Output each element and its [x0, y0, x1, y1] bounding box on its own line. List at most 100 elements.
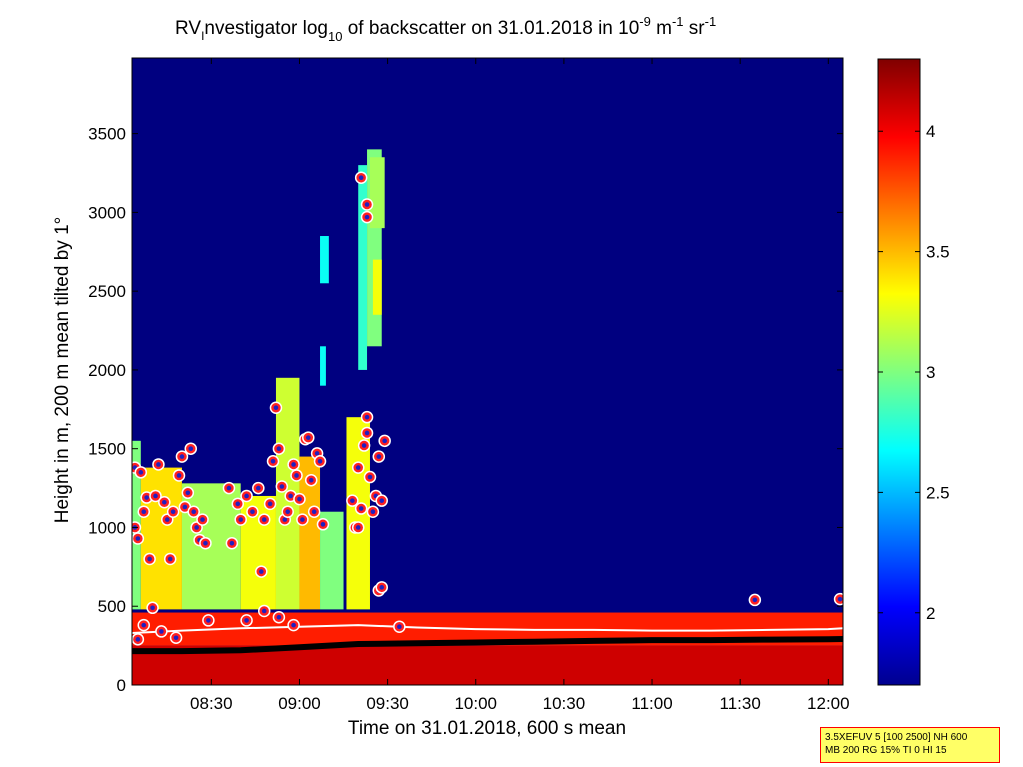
cloud-base-marker-core — [250, 509, 255, 515]
cloud-base-marker-core — [364, 414, 370, 420]
cloud-patch — [358, 165, 368, 370]
cloud-base-marker-core — [305, 435, 311, 440]
cloud-base-marker-core — [176, 473, 182, 478]
cloud-base-marker-core — [206, 618, 211, 623]
x-tick-label: 11:00 — [631, 694, 672, 713]
cloud-base-marker-core — [276, 614, 282, 620]
colorbar-ticks: 2 2.5 3 3.5 4 — [878, 122, 950, 623]
cloud-base-marker-core — [159, 629, 164, 634]
y-axis-ticks: 0 500 1000 1500 2000 2500 3000 3500 — [88, 125, 843, 695]
x-tick-label: 08:30 — [190, 694, 233, 713]
cloud-base-marker-core — [355, 525, 361, 530]
cloud-base-marker-core — [358, 506, 364, 511]
cloud-patch — [299, 456, 321, 610]
cloud-base-marker-core — [361, 443, 367, 448]
info-line-1: 3.5XEFUV 5 [100 2500] NH 600 — [825, 732, 968, 743]
cloud-base-marker-core — [256, 485, 261, 491]
cloud-patches — [132, 149, 385, 610]
y-tick-label: 3500 — [88, 125, 126, 144]
cloud-base-marker-core — [364, 214, 370, 220]
cloud-patch — [140, 467, 182, 610]
cloud-base-marker-core — [156, 462, 161, 467]
cloud-base-marker-core — [150, 605, 155, 611]
cloud-base-marker-core — [379, 498, 385, 503]
cloud-base-marker-core — [752, 597, 758, 603]
cloud-base-marker-core — [179, 454, 185, 459]
cloud-base-marker-core — [261, 517, 267, 522]
cloud-base-marker-core — [135, 637, 141, 642]
cloud-base-marker-core — [244, 493, 249, 499]
chart-title: RVInvestigator log10 of backscatter on 3… — [175, 14, 716, 44]
y-tick-label: 1500 — [88, 440, 126, 459]
cloud-patch — [369, 157, 385, 229]
cloud-base-marker-core — [294, 473, 299, 478]
x-tick-label: 12:00 — [807, 694, 850, 713]
cloud-base-marker-core — [270, 458, 276, 464]
y-tick-label: 0 — [117, 676, 126, 695]
cloud-base-marker-core — [153, 493, 158, 499]
cloud-base-marker-core — [235, 501, 241, 507]
cloud-base-marker-core — [364, 430, 370, 436]
cloud-base-marker-core — [320, 522, 326, 527]
cloud-base-marker-core — [285, 509, 291, 515]
y-tick-label: 500 — [98, 597, 126, 616]
colorbar-tick-label: 3 — [926, 363, 935, 382]
x-tick-label: 10:30 — [543, 694, 586, 713]
cloud-base-marker-core — [141, 622, 147, 628]
cloud-base-marker-core — [173, 635, 179, 641]
info-line-2: MB 200 RG 15% TI 0 HI 15 — [825, 745, 947, 756]
cloud-base-marker-core — [226, 485, 232, 491]
cloud-base-marker-core — [200, 517, 205, 522]
cloud-base-marker-core — [194, 525, 199, 530]
cloud-base-marker-core — [138, 470, 144, 475]
cloud-base-marker-core — [308, 477, 314, 483]
y-tick-label: 2000 — [88, 361, 126, 380]
cloud-base-marker-core — [188, 446, 194, 451]
x-tick-label: 09:30 — [366, 694, 409, 713]
cloud-patch — [320, 346, 326, 386]
x-tick-label: 10:00 — [454, 694, 497, 713]
cloud-base-marker-core — [261, 608, 267, 614]
boundary-layer-line — [132, 624, 843, 634]
cloud-base-marker-core — [370, 509, 376, 515]
cloud-base-marker-core — [358, 175, 364, 181]
cloud-base-marker-core — [355, 465, 361, 470]
cloud-patch — [372, 259, 382, 315]
cloud-base-marker-core — [203, 540, 208, 546]
cloud-base-marker-core — [182, 504, 188, 510]
colorbar-tick-label: 4 — [926, 122, 935, 141]
x-axis-label: Time on 31.01.2018, 600 s mean — [348, 718, 626, 739]
colorbar — [877, 58, 921, 686]
cloud-base-marker-core — [162, 499, 167, 505]
cloud-base-marker-core — [164, 517, 170, 522]
plot-frame — [131, 57, 844, 686]
lowest-layer-line — [132, 636, 843, 655]
cloud-base-marker-core — [379, 585, 385, 590]
cloud-base-marker-core — [376, 454, 382, 459]
cloud-base-marker-core — [273, 405, 279, 411]
cloud-base-marker-core — [397, 624, 402, 630]
cloud-base-marker-core — [288, 493, 293, 499]
cloud-base-marker-core — [141, 509, 147, 515]
cloud-base-marker-core — [258, 569, 264, 574]
cloud-base-marker-core — [167, 556, 173, 562]
cloud-base-marker-core — [367, 474, 373, 480]
cloud-patch — [320, 511, 344, 610]
heatmap-area — [132, 58, 843, 685]
y-axis-label: Height in m, 200 m mean tilted by 1° — [52, 217, 73, 523]
x-tick-label: 11:30 — [720, 694, 761, 713]
y-tick-label: 1000 — [88, 518, 126, 537]
colorbar-tick-label: 2 — [926, 604, 935, 623]
cloud-base-marker-core — [147, 556, 152, 562]
x-axis-ticks: 08:30 09:00 09:30 10:00 10:30 11:00 11:30 12:00 — [190, 58, 850, 713]
cloud-base-marker-core — [364, 202, 370, 207]
x-tick-label: 09:00 — [278, 694, 321, 713]
cloud-base-marker-core — [144, 495, 149, 500]
cloud-base-marker-core — [282, 517, 288, 522]
cloud-base-marker-core — [185, 490, 191, 496]
y-tick-label: 2500 — [88, 282, 126, 301]
processing-info-box: 3.5XEFUV 5 [100 2500] NH 600 MB 200 RG 1… — [820, 727, 1000, 763]
y-tick-label: 3000 — [88, 203, 126, 222]
cloud-patch — [240, 495, 276, 610]
